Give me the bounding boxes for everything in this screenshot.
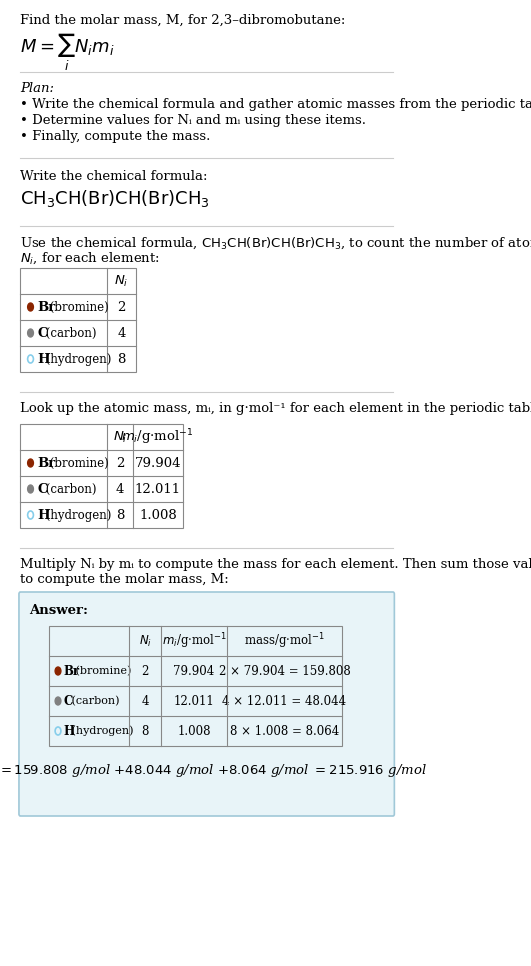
Text: $m_i$/g·mol$^{-1}$: $m_i$/g·mol$^{-1}$ [161,631,226,651]
Text: 8 × 1.008 = 8.064: 8 × 1.008 = 8.064 [230,724,339,737]
Text: Write the chemical formula:: Write the chemical formula: [20,170,208,183]
Text: 8: 8 [141,724,149,737]
Circle shape [55,697,61,705]
Text: (hydrogen): (hydrogen) [68,725,134,736]
Text: H: H [37,508,50,522]
Text: $\mathrm{CH_3CH(Br)CH(Br)CH_3}$: $\mathrm{CH_3CH(Br)CH(Br)CH_3}$ [20,188,210,209]
Text: Br: Br [64,665,80,677]
FancyBboxPatch shape [19,592,395,816]
Text: 4: 4 [141,695,149,707]
Text: 4: 4 [117,327,126,339]
Text: (bromine): (bromine) [46,300,109,314]
Text: (hydrogen): (hydrogen) [42,508,111,522]
Text: 4: 4 [116,482,124,496]
Text: 12.011: 12.011 [135,482,181,496]
Bar [49,626,342,746]
Bar [20,268,136,372]
Text: mass/g·mol$^{-1}$: mass/g·mol$^{-1}$ [244,631,325,651]
Circle shape [28,485,33,493]
Text: (carbon): (carbon) [42,327,96,339]
Text: Answer:: Answer: [29,604,88,617]
Text: $N_i$, for each element:: $N_i$, for each element: [20,251,160,267]
Text: 8: 8 [116,508,124,522]
Circle shape [28,329,33,337]
Text: C: C [37,327,48,339]
Text: • Finally, compute the mass.: • Finally, compute the mass. [20,130,211,143]
Text: $M = 159.808$ g/mol $+ 48.044$ g/mol $+ 8.064$ g/mol $= 215.916$ g/mol: $M = 159.808$ g/mol $+ 48.044$ g/mol $+ … [0,762,427,779]
Text: $M = \sum_i N_i m_i$: $M = \sum_i N_i m_i$ [20,32,115,73]
Text: (hydrogen): (hydrogen) [42,353,111,365]
Circle shape [28,459,33,467]
Text: (carbon): (carbon) [68,696,119,706]
Text: • Write the chemical formula and gather atomic masses from the periodic table.: • Write the chemical formula and gather … [20,98,531,111]
Text: 12.011: 12.011 [174,695,215,707]
Text: C: C [64,695,73,707]
Text: Br: Br [37,300,55,314]
Text: 79.904: 79.904 [174,665,215,677]
Text: (carbon): (carbon) [42,482,96,496]
Bar [20,424,183,528]
Text: 8: 8 [117,353,126,365]
Text: (bromine): (bromine) [72,666,132,676]
Text: 2: 2 [116,457,124,469]
Text: 2 × 79.904 = 159.808: 2 × 79.904 = 159.808 [219,665,350,677]
Text: Use the chemical formula, $\mathrm{CH_3CH(Br)CH(Br)CH_3}$, to count the number o: Use the chemical formula, $\mathrm{CH_3C… [20,236,531,251]
Text: H: H [64,724,75,737]
Text: 1.008: 1.008 [139,508,177,522]
Text: 2: 2 [141,665,149,677]
Text: $m_i$/g·mol$^{-1}$: $m_i$/g·mol$^{-1}$ [122,427,194,447]
Text: Find the molar mass, M, for 2,3–dibromobutane:: Find the molar mass, M, for 2,3–dibromob… [20,14,346,27]
Text: • Determine values for Nᵢ and mᵢ using these items.: • Determine values for Nᵢ and mᵢ using t… [20,114,366,127]
Text: 4 × 12.011 = 48.044: 4 × 12.011 = 48.044 [222,695,346,707]
Text: Br: Br [37,457,55,469]
Circle shape [55,667,61,675]
Text: $N_i$: $N_i$ [113,430,127,444]
Text: C: C [37,482,48,496]
Circle shape [28,303,33,311]
Text: $N_i$: $N_i$ [115,273,129,289]
Text: 1.008: 1.008 [177,724,211,737]
Text: 2: 2 [117,300,126,314]
Text: Plan:: Plan: [20,82,54,95]
Text: (bromine): (bromine) [46,457,109,469]
Text: Look up the atomic mass, mᵢ, in g·mol⁻¹ for each element in the periodic table:: Look up the atomic mass, mᵢ, in g·mol⁻¹ … [20,402,531,415]
Text: 79.904: 79.904 [134,457,181,469]
Text: $N_i$: $N_i$ [139,634,152,648]
Text: Multiply Nᵢ by mᵢ to compute the mass for each element. Then sum those values
to: Multiply Nᵢ by mᵢ to compute the mass fo… [20,558,531,586]
Text: H: H [37,353,50,365]
